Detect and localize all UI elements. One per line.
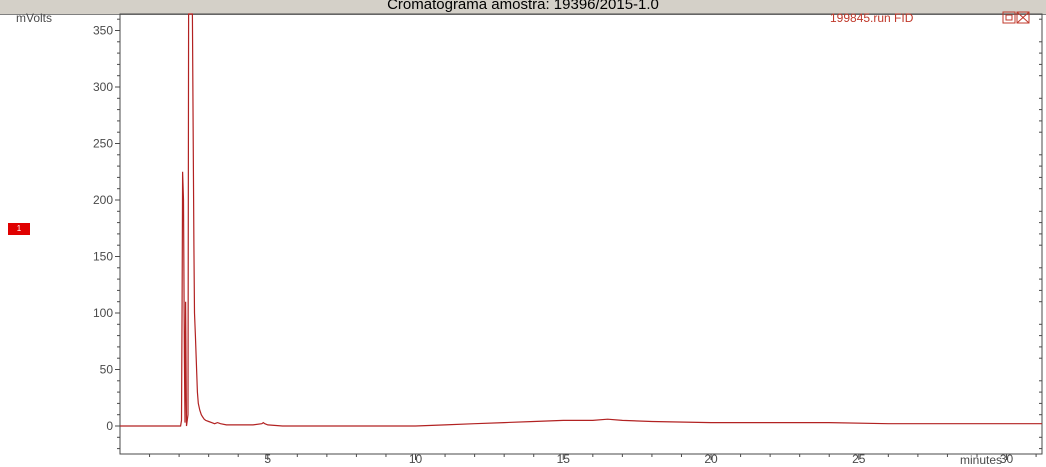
x-tick-label: 20 bbox=[704, 452, 718, 466]
y-axis-ticks: 0 50 100 150 200 250 300 350 bbox=[93, 18, 1042, 450]
x-tick-label: 10 bbox=[409, 452, 423, 466]
x-axis-title: minutes bbox=[960, 453, 1002, 467]
y-tick-label: 350 bbox=[93, 24, 113, 38]
y-tick-label: 300 bbox=[93, 80, 113, 94]
series-line-fid bbox=[120, 13, 1042, 427]
close-icon[interactable] bbox=[1016, 11, 1030, 24]
y-tick-label: 250 bbox=[93, 137, 113, 151]
peak-marker-badge[interactable]: 1 bbox=[8, 223, 30, 235]
x-tick-label: 5 bbox=[264, 452, 271, 466]
x-tick-label: 30 bbox=[1000, 452, 1014, 466]
x-tick-label: 25 bbox=[852, 452, 866, 466]
close-icon-stroke-b bbox=[1016, 11, 1030, 24]
y-tick-label: 50 bbox=[100, 363, 114, 377]
chart-title: Cromatograma amostra: 19396/2015-1.0 bbox=[387, 0, 659, 13]
y-axis-title: mVolts bbox=[16, 11, 52, 25]
plot-frame bbox=[119, 13, 1043, 455]
legend-entry-fid: 199845.run FID bbox=[830, 11, 914, 25]
restore-icon-inner bbox=[1005, 14, 1013, 21]
restore-icon[interactable] bbox=[1002, 11, 1016, 24]
y-tick-label: 0 bbox=[106, 419, 113, 433]
x-tick-label: 15 bbox=[557, 452, 571, 466]
x-axis-ticks: 5 10 15 20 25 30 bbox=[149, 452, 1037, 466]
y-tick-label: 100 bbox=[93, 306, 113, 320]
y-tick-label: 150 bbox=[93, 250, 113, 264]
legend: 199845.run FID bbox=[830, 11, 1030, 25]
y-tick-label: 200 bbox=[93, 193, 113, 207]
